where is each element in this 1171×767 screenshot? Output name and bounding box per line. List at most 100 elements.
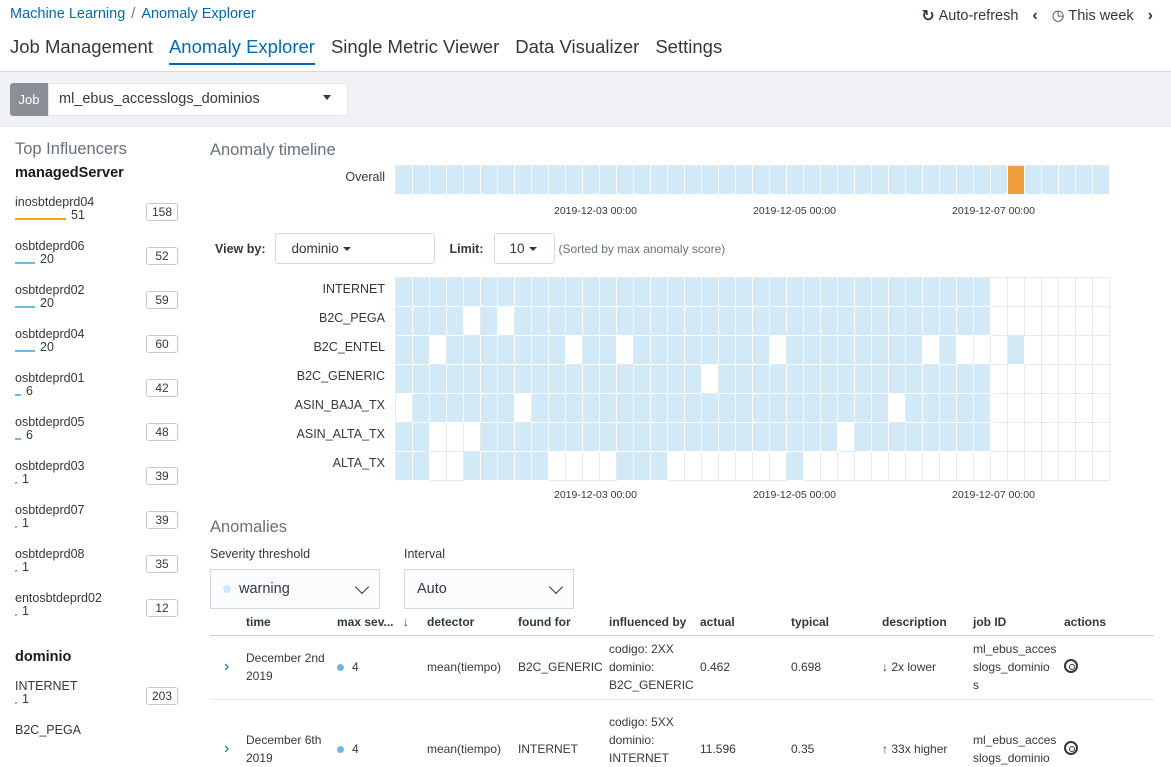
swimlane-cell[interactable] xyxy=(583,278,600,307)
swimlane-cell[interactable] xyxy=(940,394,957,423)
swimlane-cell[interactable] xyxy=(770,278,787,307)
swimlane-cell[interactable] xyxy=(753,394,770,423)
swimlane-cell[interactable] xyxy=(719,394,736,423)
expand-row-button[interactable]: › xyxy=(210,699,246,767)
swimlane-cell[interactable] xyxy=(583,166,600,195)
swimlane-cell[interactable] xyxy=(889,365,906,394)
column-header-job-id[interactable]: job ID xyxy=(973,609,1064,636)
swimlane-cell[interactable] xyxy=(821,336,838,365)
swimlane-cell[interactable] xyxy=(804,423,821,452)
gear-icon[interactable] xyxy=(1064,658,1078,673)
swimlane-cell[interactable] xyxy=(719,365,736,394)
chevron-left-icon[interactable]: ‹ xyxy=(1032,7,1038,24)
column-header-actual[interactable]: actual xyxy=(700,609,791,636)
swimlane-cell[interactable] xyxy=(787,336,804,365)
swimlane-cell[interactable] xyxy=(651,336,668,365)
swimlane-cell[interactable] xyxy=(957,166,974,195)
swimlane-cell[interactable] xyxy=(838,278,855,307)
swimlane-cell[interactable] xyxy=(1008,166,1025,195)
gear-icon[interactable] xyxy=(1064,740,1078,755)
swimlane-cell[interactable] xyxy=(770,166,787,195)
swimlane-cell[interactable] xyxy=(549,365,566,394)
influencer-item[interactable]: osbtdeprd03 1 39 xyxy=(15,459,185,503)
swimlane-cell[interactable] xyxy=(583,365,600,394)
swimlane-cell[interactable] xyxy=(736,336,753,365)
swimlane-cell[interactable] xyxy=(396,452,413,481)
swimlane-cell[interactable] xyxy=(787,423,804,452)
swimlane-cell[interactable] xyxy=(736,166,753,195)
swimlane-cell[interactable] xyxy=(549,307,566,336)
swimlane-cell[interactable] xyxy=(515,452,532,481)
swimlane-cell[interactable] xyxy=(413,365,430,394)
swimlane-cell[interactable] xyxy=(651,278,668,307)
swimlane-cell[interactable] xyxy=(719,336,736,365)
influencer-item[interactable]: osbtdeprd04 20 60 xyxy=(15,327,185,371)
swimlane-cell[interactable] xyxy=(787,365,804,394)
swimlane-cell[interactable] xyxy=(923,166,940,195)
swimlane-cell[interactable] xyxy=(702,423,719,452)
swimlane-cell[interactable] xyxy=(855,166,872,195)
swimlane-cell[interactable] xyxy=(957,278,974,307)
swimlane-cell[interactable] xyxy=(515,278,532,307)
swimlane-cell[interactable] xyxy=(668,423,685,452)
swimlane-cell[interactable] xyxy=(719,278,736,307)
swimlane-cell[interactable] xyxy=(770,423,787,452)
swimlane-cell[interactable] xyxy=(617,394,634,423)
swimlane-cell[interactable] xyxy=(906,423,923,452)
swimlane-cell[interactable] xyxy=(566,423,583,452)
swimlane-cell[interactable] xyxy=(566,307,583,336)
severity-threshold-select[interactable]: warning xyxy=(210,569,380,609)
swimlane-cell[interactable] xyxy=(617,452,634,481)
tab-anomaly-explorer[interactable]: Anomaly Explorer xyxy=(168,36,315,65)
swimlane-cell[interactable] xyxy=(634,423,651,452)
interval-select[interactable]: Auto xyxy=(404,569,574,609)
influencer-item[interactable]: osbtdeprd08 1 35 xyxy=(15,547,185,591)
swimlane-cell[interactable] xyxy=(702,307,719,336)
swimlane-cell[interactable] xyxy=(668,365,685,394)
column-header-typical[interactable]: typical xyxy=(791,609,882,636)
swimlane-cell[interactable] xyxy=(617,307,634,336)
swimlane-cell[interactable] xyxy=(685,166,702,195)
swimlane-cell[interactable] xyxy=(549,394,566,423)
swimlane-cell[interactable] xyxy=(396,423,413,452)
swimlane-cell[interactable] xyxy=(804,307,821,336)
column-header-detector[interactable]: detector xyxy=(427,609,518,636)
swimlane-cell[interactable] xyxy=(532,423,549,452)
swimlane-cell[interactable] xyxy=(634,365,651,394)
swimlane-cell[interactable] xyxy=(923,307,940,336)
tab-settings[interactable]: Settings xyxy=(655,36,723,57)
swimlane-cell[interactable] xyxy=(872,166,889,195)
influencer-item[interactable]: B2C_PEGA xyxy=(15,723,185,767)
swimlane-cell[interactable] xyxy=(770,307,787,336)
swimlane-cell[interactable] xyxy=(583,423,600,452)
swimlane-cell[interactable] xyxy=(1042,166,1059,195)
swimlane-cell[interactable] xyxy=(787,166,804,195)
swimlane-cell[interactable] xyxy=(651,307,668,336)
swimlane-cell[interactable] xyxy=(753,278,770,307)
swimlane-cell[interactable] xyxy=(481,336,498,365)
swimlane-cell[interactable] xyxy=(498,278,515,307)
swimlane-cell[interactable] xyxy=(532,166,549,195)
influencer-item[interactable]: entosbtdeprd02 1 12 xyxy=(15,591,185,635)
swimlane-cell[interactable] xyxy=(940,423,957,452)
swimlane-cell[interactable] xyxy=(923,278,940,307)
view-by-swimlane[interactable] xyxy=(395,277,1110,481)
swimlane-cell[interactable] xyxy=(770,365,787,394)
swimlane-cell[interactable] xyxy=(991,166,1008,195)
swimlane-cell[interactable] xyxy=(736,394,753,423)
tab-single-metric-viewer[interactable]: Single Metric Viewer xyxy=(330,36,500,57)
swimlane-cell[interactable] xyxy=(889,423,906,452)
swimlane-cell[interactable] xyxy=(634,336,651,365)
swimlane-cell[interactable] xyxy=(872,278,889,307)
swimlane-cell[interactable] xyxy=(549,166,566,195)
swimlane-cell[interactable] xyxy=(651,166,668,195)
swimlane-cell[interactable] xyxy=(821,365,838,394)
swimlane-cell[interactable] xyxy=(787,278,804,307)
swimlane-cell[interactable] xyxy=(957,423,974,452)
swimlane-cell[interactable] xyxy=(702,166,719,195)
swimlane-cell[interactable] xyxy=(532,336,549,365)
column-header-max-severity[interactable]: max sev... ↓ xyxy=(337,609,427,636)
swimlane-cell[interactable] xyxy=(1008,336,1025,365)
swimlane-cell[interactable] xyxy=(481,423,498,452)
influencer-item[interactable]: osbtdeprd02 20 59 xyxy=(15,283,185,327)
